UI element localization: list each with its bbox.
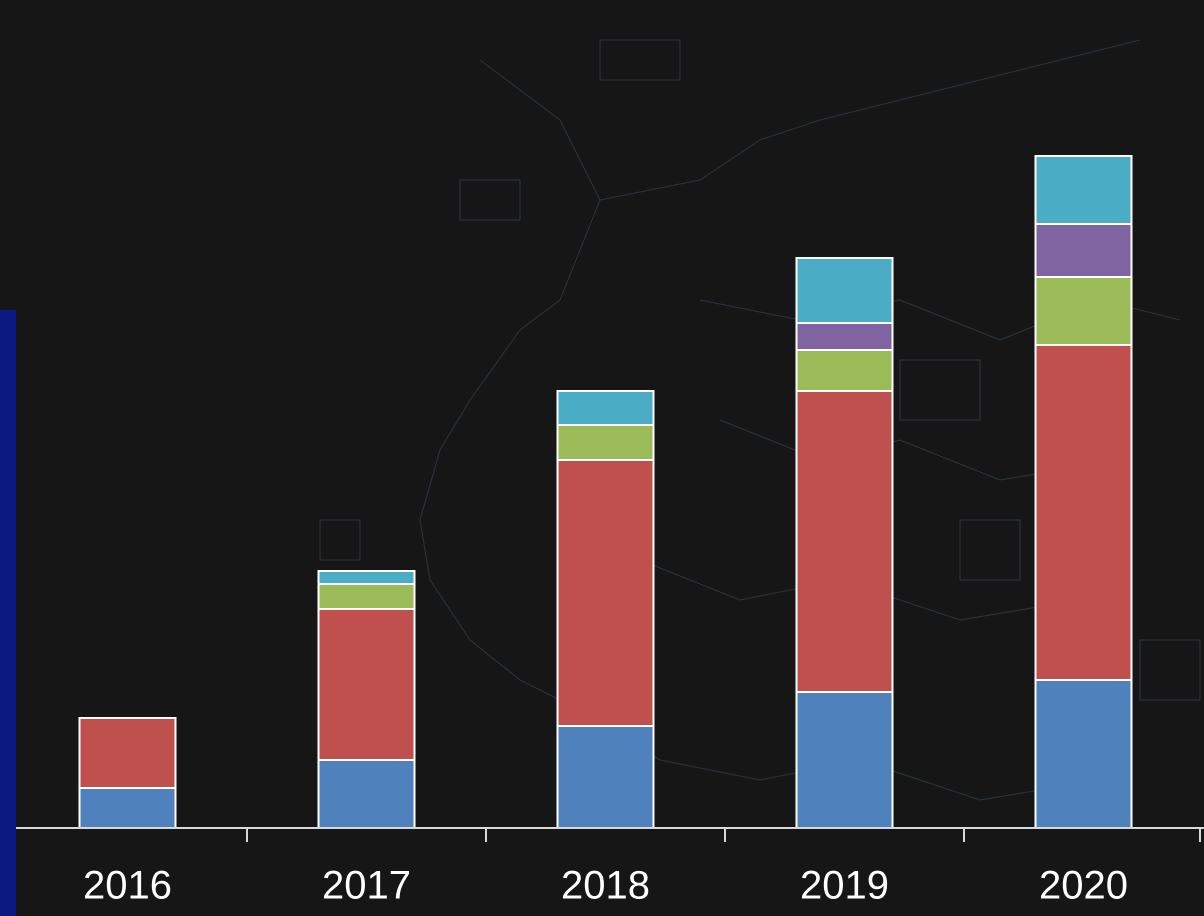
bar-segment [1036,156,1132,224]
x-tick-label: 2016 [83,864,172,908]
bar-segment [558,425,654,460]
page: {"chart_data": {"type": "stacked-bar", "… [0,0,1204,916]
side-strip [0,310,16,916]
x-tick-label: 2020 [1039,864,1128,908]
x-tick-label: 2018 [561,864,650,908]
bar-segment [80,718,176,788]
bar-segment [797,692,893,828]
bar-segment [319,584,415,609]
x-tick-label: 2019 [800,864,889,908]
chart: 2016 2017 2018 2019 2020 [0,0,1204,916]
bar-segment [319,609,415,760]
bar-segment [558,460,654,726]
bar-segment [797,391,893,692]
bar-segment [1036,277,1132,345]
bar-segment [558,391,654,425]
bar-segment [1036,224,1132,277]
bar-segment [797,350,893,391]
bar-segment [1036,680,1132,828]
bar-segment [80,788,176,828]
bar-segment [319,571,415,584]
bar-segment [797,258,893,323]
x-tick-label: 2017 [322,864,411,908]
bar-segment [558,726,654,828]
bar-segment [797,323,893,350]
bar-segment [1036,345,1132,680]
bar-segment [319,760,415,828]
